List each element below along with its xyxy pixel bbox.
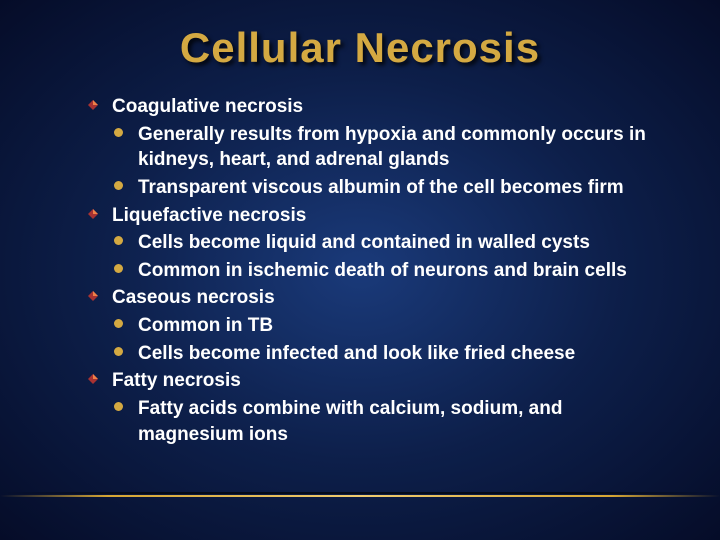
list-item-level1: Coagulative necrosis [88, 94, 660, 120]
list-item-level2-label: Common in TB [138, 315, 273, 336]
list-item-level2-label: Fatty acids combine with calcium, sodium… [138, 398, 562, 445]
dot-bullet-icon [114, 319, 123, 328]
dot-bullet-icon [114, 128, 123, 137]
list-item-level1: Fatty necrosis [88, 368, 660, 394]
list-item-level2-label: Cells become infected and look like frie… [138, 343, 575, 364]
list-item-level2-label: Transparent viscous albumin of the cell … [138, 177, 624, 198]
list-item-level2-label: Common in ischemic death of neurons and … [138, 260, 627, 281]
list-item-level2-label: Generally results from hypoxia and commo… [138, 124, 646, 171]
slide: Cellular Necrosis Coagulative necrosis Ge… [0, 0, 720, 540]
slide-content: Coagulative necrosis Generally results fr… [60, 94, 660, 447]
divider-shadow [0, 492, 720, 494]
divider-gold [0, 495, 720, 497]
list-item-level1: Caseous necrosis [88, 285, 660, 311]
dot-bullet-icon [114, 347, 123, 356]
list-item-level2: Common in ischemic death of neurons and … [88, 258, 660, 284]
dot-bullet-icon [114, 181, 123, 190]
diamond-bullet-icon [88, 100, 98, 110]
list-item-level2: Common in TB [88, 313, 660, 339]
slide-title: Cellular Necrosis [60, 24, 660, 72]
list-item-level1-label: Fatty necrosis [112, 370, 241, 391]
list-item-level2: Cells become liquid and contained in wal… [88, 230, 660, 256]
diamond-bullet-icon [88, 374, 98, 384]
list-item-level1: Liquefactive necrosis [88, 203, 660, 229]
list-item-level2: Transparent viscous albumin of the cell … [88, 175, 660, 201]
list-item-level2-label: Cells become liquid and contained in wal… [138, 232, 590, 253]
list-item-level2: Fatty acids combine with calcium, sodium… [88, 396, 660, 447]
list-item-level2: Generally results from hypoxia and commo… [88, 122, 660, 173]
diamond-bullet-icon [88, 291, 98, 301]
list-item-level1-label: Coagulative necrosis [112, 96, 303, 117]
diamond-bullet-icon [88, 209, 98, 219]
list-item-level1-label: Liquefactive necrosis [112, 205, 306, 226]
list-item-level2: Cells become infected and look like frie… [88, 341, 660, 367]
dot-bullet-icon [114, 402, 123, 411]
dot-bullet-icon [114, 236, 123, 245]
list-item-level1-label: Caseous necrosis [112, 287, 275, 308]
dot-bullet-icon [114, 264, 123, 273]
